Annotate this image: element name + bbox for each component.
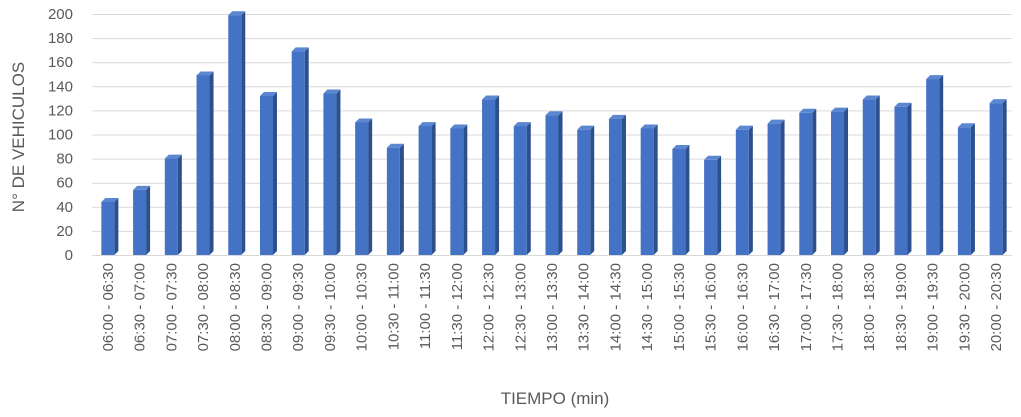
bar — [640, 124, 658, 255]
x-tick-label: 13:30 - 14:00 — [576, 263, 593, 351]
bar — [482, 95, 500, 256]
bar — [862, 95, 880, 256]
bar — [323, 89, 341, 255]
y-tick-label: 80 — [56, 151, 73, 168]
y-tick-label: 40 — [56, 199, 73, 216]
bar — [196, 71, 214, 255]
x-tick-label: 09:00 - 09:30 — [290, 263, 307, 351]
bar — [291, 47, 309, 256]
x-tick-label: 19:00 - 19:30 — [925, 263, 942, 351]
x-tick-label: 07:30 - 08:00 — [195, 263, 212, 351]
x-tick-label: 12:30 - 13:00 — [512, 263, 529, 351]
x-tick-label: 10:30 - 11:00 — [385, 263, 402, 350]
bar — [831, 107, 849, 255]
x-tick-label: 17:00 - 17:30 — [798, 263, 815, 351]
x-tick-label: 15:30 - 16:00 — [703, 263, 720, 351]
bar — [450, 124, 468, 255]
x-tick-label: 13:00 - 13:30 — [544, 263, 561, 351]
bar — [894, 102, 912, 255]
x-tick-label: 11:30 - 12:00 — [449, 263, 466, 350]
bar — [672, 144, 690, 255]
bar — [228, 11, 246, 255]
y-tick-label: 140 — [48, 78, 73, 95]
x-tick-label: 07:00 - 07:30 — [163, 263, 180, 351]
y-tick-label: 160 — [48, 54, 73, 71]
y-tick-label: 200 — [48, 6, 73, 23]
y-tick-label: 180 — [48, 30, 73, 47]
bar — [101, 197, 119, 255]
bar — [704, 155, 722, 255]
bars — [101, 11, 1007, 256]
y-tick-label: 120 — [48, 102, 73, 119]
x-axis-ticks: 06:00 - 06:30 06:30 - 07:00 07:00 - 07:30 0… — [100, 263, 1005, 351]
bar — [513, 122, 531, 255]
bar — [545, 111, 563, 255]
bar — [164, 154, 182, 255]
x-tick-label: 06:30 - 07:00 — [132, 263, 149, 351]
x-tick-label: 14:00 - 14:30 — [607, 263, 624, 351]
bar — [133, 185, 151, 255]
bar — [957, 123, 975, 256]
x-tick-label: 06:00 - 06:30 — [100, 263, 117, 351]
x-tick-label: 08:30 - 09:00 — [258, 263, 275, 351]
bar — [386, 143, 404, 255]
bar — [608, 114, 626, 256]
x-tick-label: 11:00 - 11:30 — [417, 263, 434, 349]
y-axis-ticks: 0 20 40 60 80 100 120 140 160 180 200 — [48, 6, 73, 264]
bar — [577, 125, 595, 256]
y-tick-label: 20 — [56, 223, 73, 240]
x-tick-label: 18:00 - 18:30 — [861, 263, 878, 351]
y-tick-label: 100 — [48, 127, 73, 144]
x-tick-label: 16:00 - 16:30 — [734, 263, 751, 351]
bar — [735, 125, 753, 256]
x-tick-label: 16:30 - 17:00 — [766, 263, 783, 351]
x-tick-label: 17:30 - 18:00 — [830, 263, 847, 351]
bar — [767, 119, 785, 255]
x-tick-label: 20:00 - 20:30 — [988, 263, 1005, 351]
x-tick-label: 09:30 - 10:00 — [322, 263, 339, 351]
bar — [418, 122, 436, 255]
y-tick-label: 0 — [65, 247, 73, 264]
y-tick-label: 60 — [56, 175, 73, 192]
bar — [989, 99, 1007, 255]
x-tick-label: 12:00 - 12:30 — [481, 263, 498, 351]
x-axis-title: TIEMPO (min) — [501, 389, 610, 408]
bar — [259, 91, 277, 255]
x-tick-label: 18:30 - 19:00 — [893, 263, 910, 351]
bar — [926, 75, 944, 255]
x-tick-label: 08:00 - 08:30 — [227, 263, 244, 351]
y-axis-title: N° DE VEHICULOS — [9, 62, 28, 212]
x-tick-label: 10:00 - 10:30 — [354, 263, 371, 351]
bar — [355, 118, 373, 255]
bar — [799, 108, 817, 255]
x-tick-label: 14:30 - 15:00 — [639, 263, 656, 351]
x-tick-label: 15:00 - 15:30 — [671, 263, 688, 351]
x-tick-label: 19:30 - 20:00 — [956, 263, 973, 351]
